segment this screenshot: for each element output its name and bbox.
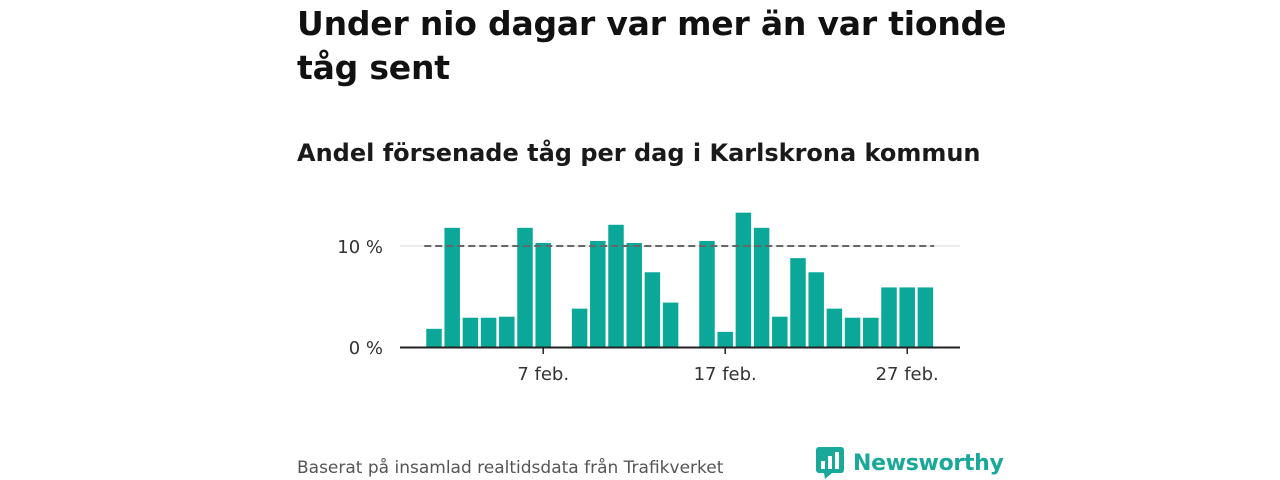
bar-20 <box>772 316 788 347</box>
y-tick-labels: 0 % 10 % <box>337 237 383 359</box>
x-tick-label-2: 27 feb. <box>876 364 939 385</box>
bar-2 <box>444 227 460 347</box>
bar-16 <box>699 240 715 347</box>
bar-26 <box>881 287 897 347</box>
bar-14 <box>662 302 679 347</box>
bar-6 <box>517 227 533 347</box>
bars <box>426 212 934 347</box>
bar-27 <box>899 287 915 347</box>
bar-18 <box>735 212 752 347</box>
bar-21 <box>790 258 806 347</box>
bar-12 <box>626 242 642 347</box>
y-tick-label-1: 10 % <box>337 237 383 258</box>
axis <box>400 346 960 354</box>
x-tick-labels: 7 feb. 17 feb. 27 feb. <box>517 364 938 385</box>
chart-title: Under nio dagar var mer än var tionde tå… <box>297 4 1007 87</box>
bar-11 <box>608 224 624 347</box>
bar-9 <box>571 308 588 347</box>
bar-25 <box>863 317 879 347</box>
source-note: Baserat på insamlad realtidsdata från Tr… <box>297 458 724 478</box>
bar-10 <box>590 240 606 347</box>
bar-chart-speech-bubble-icon <box>816 447 844 479</box>
brand-logo: Newsworthy <box>815 446 1004 480</box>
bar-1 <box>426 328 442 347</box>
bar-22 <box>808 272 824 347</box>
bar-7 <box>535 242 551 347</box>
bar-28 <box>917 287 934 347</box>
bar-3 <box>462 317 479 347</box>
bar-23 <box>826 308 843 347</box>
x-tick-label-0: 7 feb. <box>517 364 569 385</box>
chart-subtitle: Andel försenade tåg per dag i Karlskrona… <box>297 139 981 167</box>
bar-17 <box>717 331 733 347</box>
bar-4 <box>480 317 497 347</box>
y-tick-label-0: 0 % <box>349 338 383 359</box>
bar-19 <box>753 227 770 347</box>
bar-13 <box>644 272 661 347</box>
brand-name: Newsworthy <box>853 450 1004 476</box>
x-tick-label-1: 17 feb. <box>694 364 757 385</box>
bar-5 <box>499 316 515 347</box>
bar-chart: 0 % 10 % 7 feb. 17 feb. 27 feb. <box>337 212 960 385</box>
bar-24 <box>844 317 861 347</box>
